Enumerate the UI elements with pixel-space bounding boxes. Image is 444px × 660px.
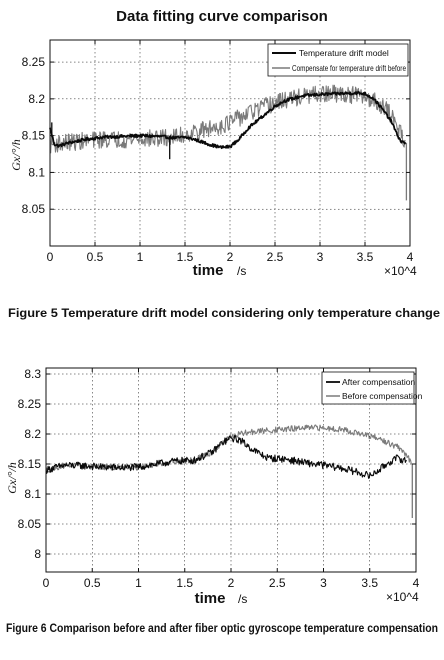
x-tick-label: 3.5: [357, 250, 374, 264]
x-tick-label: 2: [227, 250, 234, 264]
x-tick-label: 1.5: [177, 250, 194, 264]
x-tick-label: 1: [137, 250, 144, 264]
x-tick-label: 4: [407, 250, 414, 264]
legend-label-model: Temperature drift model: [299, 48, 389, 58]
x-tick-label: 2.5: [269, 576, 286, 590]
series-line-gray: [49, 84, 406, 154]
legend: Temperature drift model Compensate for t…: [267, 43, 409, 77]
chart-compensation-comparison: 0 0.5 1 1.5 2 2.5 3 3.5 4 8 8.05 8.1 8.15 8.2 8.25 8.3…: [5, 367, 423, 607]
x-tick-label: 0.5: [87, 250, 104, 264]
x-axis-unit: /s: [237, 264, 246, 278]
chart-temperature-drift-model: 0 0.5 1 1.5 2 2.5 3 3.5 4 8.05 8.1 8.15 8.2 8.25 tim…: [9, 39, 417, 279]
y-tick-label: 8.15: [18, 457, 42, 471]
y-tick-label: 8: [34, 547, 41, 561]
y-tick-label: 8.25: [22, 55, 46, 69]
x-tick-label: 0.5: [84, 576, 101, 590]
figure-title: Data fitting curve comparison: [116, 8, 328, 25]
legend: After compensation Before compensation: [321, 371, 423, 405]
series-line-dark: [45, 434, 407, 479]
x-tick-label: 0: [43, 576, 50, 590]
legend-box: [321, 371, 415, 405]
x-tick-label: 3.5: [361, 576, 378, 590]
legend-box: [267, 43, 409, 77]
figure-6-caption: Figure 6 Comparison before and after fib…: [6, 623, 438, 635]
x-tick-label: 3: [320, 576, 327, 590]
y-tick-label: 8.1: [28, 165, 45, 179]
x-tick-label: 4: [413, 576, 420, 590]
figure-5-caption: Figure 5 Temperature drift model conside…: [8, 308, 440, 320]
y-tick-label: 8.2: [28, 92, 45, 106]
y-tick-label: 8.05: [22, 202, 46, 216]
x-tick-label: 1.5: [176, 576, 193, 590]
y-tick-label: 8.05: [18, 517, 42, 531]
x-tick-label: 3: [317, 250, 324, 264]
x-axis-label: time: [195, 590, 226, 607]
legend-label-after: After compensation: [342, 377, 416, 387]
x-axis-unit: /s: [238, 592, 247, 606]
legend-label-before: Before compensation: [342, 391, 423, 401]
x-tick-label: 0: [47, 250, 54, 264]
series-line-dark: [49, 91, 407, 150]
x-tick-label: 2.5: [267, 250, 284, 264]
x-tick-label: 1: [135, 576, 142, 590]
y-axis-label: Gx/°/h: [5, 462, 19, 493]
x-tick-label: 2: [228, 576, 235, 590]
y-tick-label: 8.25: [18, 397, 42, 411]
y-tick-label: 8.15: [22, 129, 46, 143]
y-tick-label: 8.3: [24, 367, 41, 381]
y-tick-label: 8.1: [24, 487, 41, 501]
y-axis-label: Gx/°/h: [9, 139, 23, 170]
x-axis-label: time: [193, 262, 224, 279]
x-axis-multiplier: ×10^4: [384, 264, 417, 278]
legend-label-before: Compensate for temperature drift before: [292, 63, 406, 73]
x-axis-multiplier: ×10^4: [386, 590, 419, 604]
y-tick-label: 8.2: [24, 427, 41, 441]
